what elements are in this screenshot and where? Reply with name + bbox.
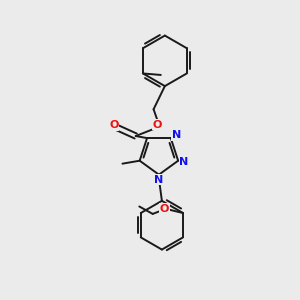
- Text: O: O: [160, 204, 169, 214]
- Text: O: O: [152, 120, 162, 130]
- Text: N: N: [179, 157, 189, 166]
- Text: N: N: [172, 130, 182, 140]
- Text: O: O: [109, 120, 119, 130]
- Text: N: N: [154, 175, 163, 185]
